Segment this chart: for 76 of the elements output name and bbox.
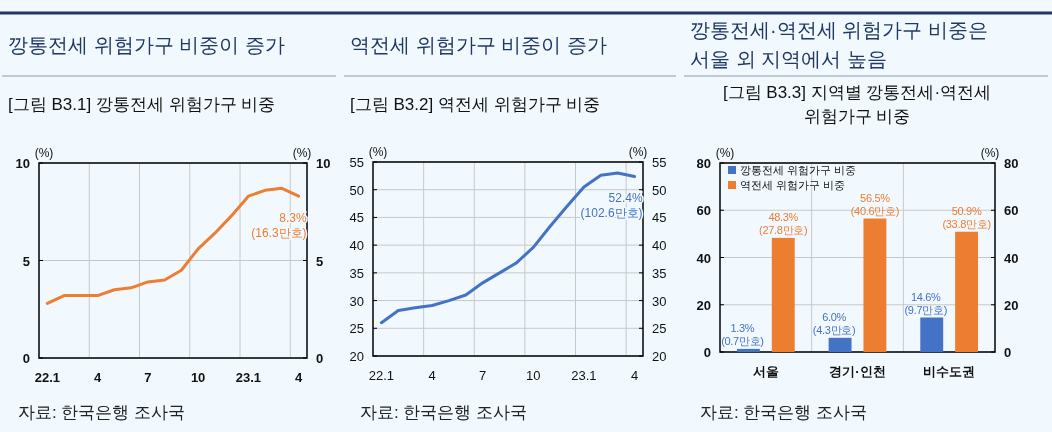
y-tick-label: 40 [349, 238, 364, 254]
x-tick-label: 4 [630, 368, 639, 383]
y-tick-label: 0 [703, 345, 711, 360]
data-label: 56.5% (40.6만호) [850, 191, 900, 217]
chart-subtitle: [그림 B3.1] 깡통전세 위험가구 비중 [8, 95, 276, 114]
x-tick-label: 23.1 [571, 368, 597, 383]
y-tick-label: 20 [349, 349, 364, 364]
y-axis-title: (%) [34, 146, 54, 160]
bar [955, 231, 979, 352]
x-tick-label: 7 [144, 370, 152, 385]
y2-axis-title: (%) [980, 146, 1000, 160]
chart-title: 깡통전세 위험가구 비중이 증가 [8, 34, 285, 56]
data-label: 48.3% (27.8만호) [759, 210, 808, 236]
x-tick-label: 4 [295, 370, 304, 385]
data-label: 50.9% (33.8만호) [942, 204, 991, 230]
y-tick-label: 20 [696, 297, 711, 313]
y-tick-label: 45 [349, 210, 364, 226]
chart-subtitle: [그림 B3.3] 지역별 깡통전세·역전세 위험가구 비중 [722, 83, 992, 126]
y-tick-label: 5 [22, 253, 30, 269]
y2-tick-label: 55 [652, 155, 667, 170]
y2-tick-label: 45 [652, 210, 667, 226]
chart-title: 깡통전세·역전세 위험가구 비중은 서울 외 지역에서 높음 [690, 19, 988, 70]
bar [920, 317, 944, 352]
x-tick-label: 22.1 [368, 368, 395, 383]
text: 자료: 한국은행 조사국 [18, 403, 186, 422]
x-tick-label: 4 [428, 368, 436, 383]
data-label: 1.3% (0.7만호) [721, 321, 764, 347]
y-tick-label: 10 [15, 156, 30, 171]
y-tick-label: 40 [696, 250, 711, 266]
chart-title: 역전세 위험가구 비중이 증가 [350, 34, 607, 56]
bar [736, 348, 760, 352]
y2-tick-label: 0 [1004, 345, 1012, 360]
y2-tick-label: 5 [316, 253, 324, 269]
y-tick-label: 80 [696, 156, 711, 171]
y-tick-label: 35 [349, 265, 364, 281]
chart-subtitle: [그림 B3.2] 역전세 위험가구 비중 [350, 95, 601, 114]
x-tick-label: 비수도권 [923, 364, 976, 379]
bar [771, 237, 795, 352]
x-tick-label: 10 [526, 368, 541, 383]
y-axis-title: (%) [368, 145, 388, 159]
y2-tick-label: 0 [316, 351, 324, 366]
y-tick-label: 60 [696, 203, 711, 219]
bar [863, 218, 887, 352]
x-tick-label: 7 [479, 368, 487, 383]
text: 자료: 한국은행 조사국 [700, 403, 868, 422]
y-tick-label: 30 [349, 293, 364, 309]
data-label: 14.6% (9.7만호) [904, 290, 948, 316]
y-axis-title: (%) [715, 146, 735, 160]
y2-tick-label: 30 [652, 293, 667, 309]
y-tick-label: 0 [22, 351, 30, 366]
legend-label: 역전세 위험가구 비중 [740, 179, 846, 191]
y2-tick-label: 20 [1004, 297, 1019, 313]
x-tick-label: 10 [190, 370, 206, 385]
y2-tick-label: 40 [652, 238, 667, 254]
y2-tick-label: 80 [1004, 156, 1019, 171]
x-tick-label: 23.1 [235, 370, 262, 385]
y-tick-label: 25 [349, 321, 364, 337]
y2-tick-label: 20 [652, 349, 667, 364]
y2-tick-label: 60 [1004, 203, 1019, 219]
data-label: 6.0% (4.3만호) [812, 310, 856, 336]
y2-axis-title: (%) [628, 145, 648, 159]
y2-tick-label: 10 [316, 156, 331, 171]
y-tick-label: 55 [349, 155, 364, 170]
x-tick-label: 서울 [752, 364, 779, 379]
legend-label: 깡통전세 위험가구 비중 [740, 164, 857, 176]
bar [828, 337, 852, 352]
text: 자료: 한국은행 조사국 [360, 403, 528, 422]
y2-axis-title: (%) [292, 146, 312, 160]
y2-tick-label: 50 [652, 182, 667, 198]
y2-tick-label: 35 [652, 265, 667, 281]
x-tick-label: 경기·인천 [829, 364, 886, 379]
x-tick-label: 4 [94, 370, 103, 385]
y2-tick-label: 40 [1004, 250, 1019, 266]
y2-tick-label: 25 [652, 321, 667, 337]
y-tick-label: 50 [349, 182, 364, 198]
x-tick-label: 22.1 [34, 370, 61, 385]
